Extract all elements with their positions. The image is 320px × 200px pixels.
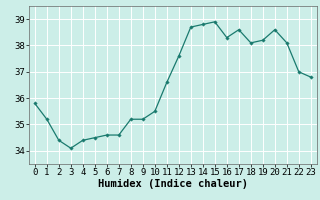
X-axis label: Humidex (Indice chaleur): Humidex (Indice chaleur): [98, 179, 248, 189]
